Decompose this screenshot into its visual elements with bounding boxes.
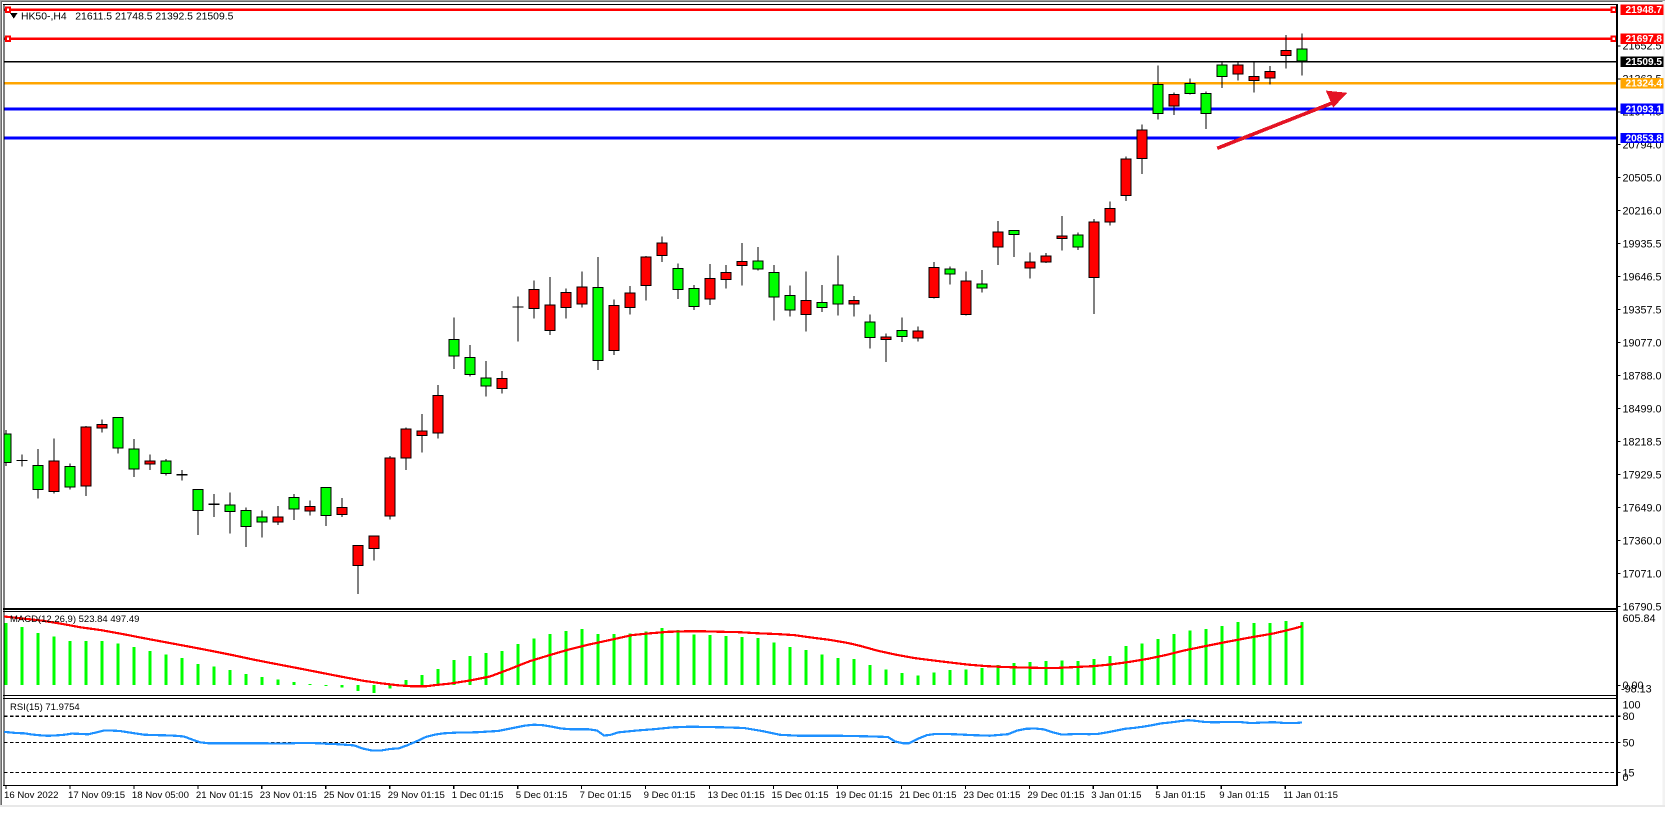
svg-text:18218.5: 18218.5 bbox=[1623, 436, 1662, 448]
svg-text:18499.0: 18499.0 bbox=[1623, 403, 1662, 415]
svg-text:19077.0: 19077.0 bbox=[1623, 337, 1662, 349]
svg-text:19357.5: 19357.5 bbox=[1623, 304, 1662, 316]
svg-text:1 Dec 01:15: 1 Dec 01:15 bbox=[452, 790, 504, 801]
svg-text:50: 50 bbox=[1623, 737, 1635, 749]
svg-text:23 Nov 01:15: 23 Nov 01:15 bbox=[260, 790, 317, 801]
svg-text:29 Nov 01:15: 29 Nov 01:15 bbox=[388, 790, 445, 801]
svg-text:11 Jan 01:15: 11 Jan 01:15 bbox=[1283, 790, 1338, 801]
svg-text:18 Nov 05:00: 18 Nov 05:00 bbox=[132, 790, 189, 801]
svg-text:18788.0: 18788.0 bbox=[1623, 370, 1662, 382]
svg-text:5 Dec 01:15: 5 Dec 01:15 bbox=[516, 790, 568, 801]
svg-text:16790.5: 16790.5 bbox=[1623, 601, 1662, 613]
svg-text:100: 100 bbox=[1623, 700, 1641, 712]
svg-text:21948.7: 21948.7 bbox=[1626, 5, 1663, 16]
svg-text:16 Nov 2022: 16 Nov 2022 bbox=[4, 790, 58, 801]
svg-text:9 Dec 01:15: 9 Dec 01:15 bbox=[644, 790, 696, 801]
svg-text:25 Nov 01:15: 25 Nov 01:15 bbox=[324, 790, 381, 801]
svg-text:20216.0: 20216.0 bbox=[1623, 205, 1662, 217]
svg-text:3 Jan 01:15: 3 Jan 01:15 bbox=[1091, 790, 1141, 801]
svg-text:RSI(15) 71.9754: RSI(15) 71.9754 bbox=[10, 702, 80, 713]
svg-text:19646.5: 19646.5 bbox=[1623, 271, 1662, 283]
svg-text:20505.0: 20505.0 bbox=[1623, 172, 1662, 184]
svg-text:19 Dec 01:15: 19 Dec 01:15 bbox=[836, 790, 893, 801]
svg-text:29 Dec 01:15: 29 Dec 01:15 bbox=[1027, 790, 1084, 801]
svg-text:80: 80 bbox=[1623, 711, 1635, 723]
svg-text:13 Dec 01:15: 13 Dec 01:15 bbox=[708, 790, 765, 801]
svg-text:HK50-,H4 21611.5 21748.5 213: HK50-,H4 21611.5 21748.5 21392.5 21509.5 bbox=[21, 12, 234, 23]
svg-text:17929.5: 17929.5 bbox=[1623, 469, 1662, 481]
svg-text:0: 0 bbox=[1623, 772, 1629, 784]
svg-text:21093.1: 21093.1 bbox=[1626, 104, 1663, 115]
svg-text:15 Dec 01:15: 15 Dec 01:15 bbox=[772, 790, 829, 801]
svg-text:605.84: 605.84 bbox=[1623, 613, 1656, 625]
svg-text:21 Dec 01:15: 21 Dec 01:15 bbox=[899, 790, 956, 801]
svg-text:21509.5: 21509.5 bbox=[1626, 57, 1663, 68]
svg-text:7 Dec 01:15: 7 Dec 01:15 bbox=[580, 790, 632, 801]
svg-text:19935.5: 19935.5 bbox=[1623, 238, 1662, 250]
svg-text:17071.0: 17071.0 bbox=[1623, 568, 1662, 580]
svg-text:-98.13: -98.13 bbox=[1621, 683, 1652, 695]
svg-text:17360.0: 17360.0 bbox=[1623, 535, 1662, 547]
svg-text:5 Jan 01:15: 5 Jan 01:15 bbox=[1155, 790, 1205, 801]
svg-text:23 Dec 01:15: 23 Dec 01:15 bbox=[963, 790, 1020, 801]
svg-text:21697.8: 21697.8 bbox=[1626, 34, 1663, 45]
svg-text:21 Nov 01:15: 21 Nov 01:15 bbox=[196, 790, 253, 801]
svg-text:9 Jan 01:15: 9 Jan 01:15 bbox=[1219, 790, 1269, 801]
svg-text:17 Nov 09:15: 17 Nov 09:15 bbox=[68, 790, 125, 801]
svg-text:17649.0: 17649.0 bbox=[1623, 502, 1662, 514]
svg-text:21324.4: 21324.4 bbox=[1626, 79, 1663, 90]
svg-text:20853.8: 20853.8 bbox=[1626, 134, 1663, 145]
svg-text:MACD(12,26,9) 523.84 497.49: MACD(12,26,9) 523.84 497.49 bbox=[10, 614, 139, 625]
